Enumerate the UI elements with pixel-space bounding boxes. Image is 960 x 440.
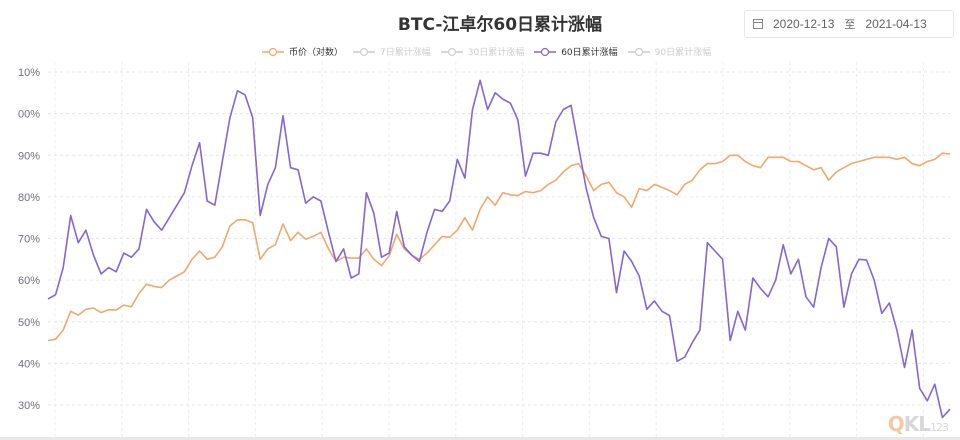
legend-label: 90日累计涨幅 xyxy=(654,48,712,58)
legend-line-icon xyxy=(262,47,284,56)
legend-line-icon xyxy=(440,47,463,56)
bottom-border xyxy=(0,437,960,440)
svg-text:80%: 80% xyxy=(18,192,40,204)
y-axis: 10% 00% 90% 80% 70% 60% 50% 40% 30% xyxy=(18,67,40,412)
end-date[interactable]: 2021-04-13 xyxy=(865,17,927,31)
legend-item-7d[interactable]: 7日累计涨幅 xyxy=(353,45,431,58)
legend-item-price[interactable]: 币价（对数） xyxy=(262,45,343,58)
chart-title: BTC-江卓尔60日累计涨幅 xyxy=(397,15,603,35)
series-line xyxy=(47,152,951,342)
svg-text:90%: 90% xyxy=(18,150,40,162)
start-date[interactable]: 2020-12-13 xyxy=(773,17,835,31)
legend-label: 60日累计涨幅 xyxy=(561,48,618,58)
legend-label: 币价（对数） xyxy=(289,48,344,58)
svg-text:40%: 40% xyxy=(18,358,40,370)
calendar-icon xyxy=(753,19,763,29)
svg-text:70%: 70% xyxy=(18,234,40,246)
grid-lines xyxy=(48,62,950,437)
legend: 币价（对数） 7日累计涨幅 30日累计涨幅 60日累计涨幅 90日累计涨幅 xyxy=(262,45,721,58)
date-separator: 至 xyxy=(844,18,856,31)
svg-text:30%: 30% xyxy=(18,400,40,412)
legend-label: 30日累计涨幅 xyxy=(467,48,525,58)
svg-text:10%: 10% xyxy=(18,67,40,79)
legend-line-icon xyxy=(353,47,376,56)
legend-item-60d[interactable]: 60日累计涨幅 xyxy=(534,45,618,58)
svg-text:60%: 60% xyxy=(18,275,40,287)
legend-label: 7日累计涨幅 xyxy=(380,48,431,58)
legend-line-icon xyxy=(534,47,557,56)
series-lines xyxy=(47,79,951,419)
legend-line-icon xyxy=(627,47,650,56)
watermark-logo: QKL123 xyxy=(887,412,949,436)
series-line xyxy=(47,79,951,419)
legend-item-90d[interactable]: 90日累计涨幅 xyxy=(627,45,712,58)
date-range-picker[interactable]: 2020-12-13 至 2021-04-13 xyxy=(744,10,954,38)
svg-text:50%: 50% xyxy=(18,317,40,329)
svg-text:00%: 00% xyxy=(18,109,40,121)
legend-item-30d[interactable]: 30日累计涨幅 xyxy=(440,45,525,58)
